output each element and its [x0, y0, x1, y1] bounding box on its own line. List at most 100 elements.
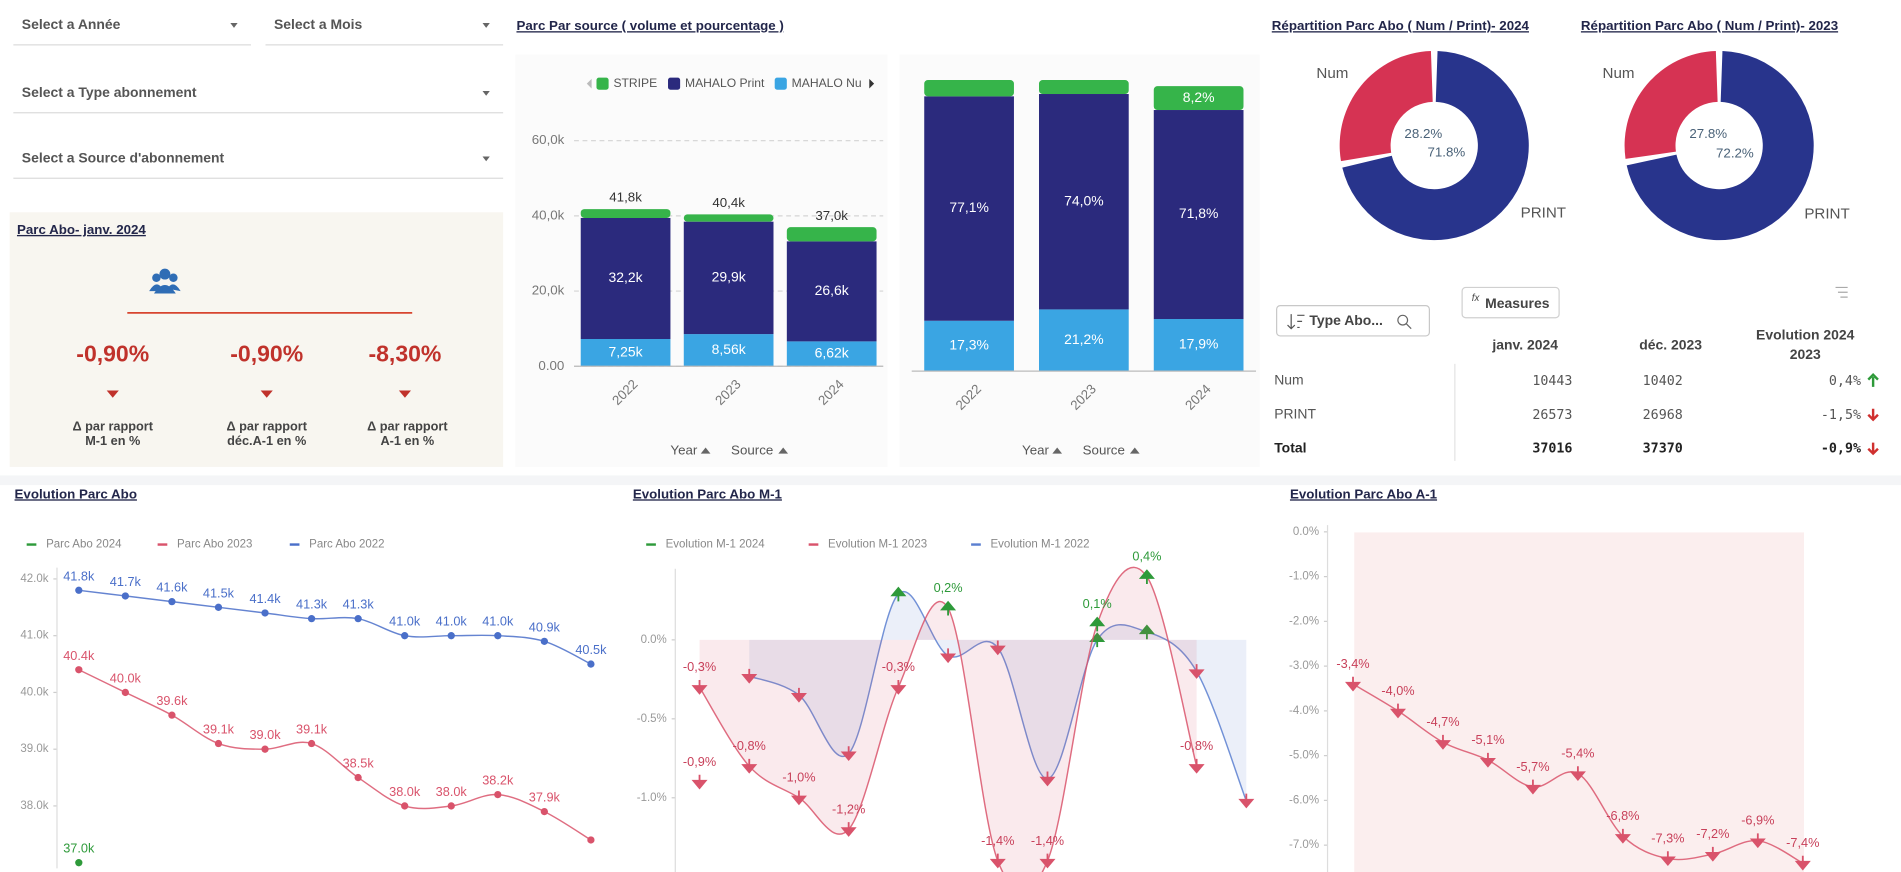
data-label: -7,2% — [1696, 826, 1729, 841]
point — [261, 609, 269, 617]
measures-button[interactable]: fx Measures — [1461, 286, 1560, 319]
data-label: -5,7% — [1516, 759, 1549, 774]
down-arrow — [1704, 846, 1721, 862]
row-label: PRINT — [1274, 405, 1316, 421]
kpi-label: Δ par rapport — [72, 418, 153, 433]
point — [354, 615, 362, 623]
kpi-label: déc.A-1 en % — [227, 433, 306, 448]
bar-segment — [683, 214, 774, 222]
data-label: 77,1% — [949, 199, 989, 215]
y-tick-label: 41.0k — [20, 630, 48, 642]
y-tick-label: -4.0% — [1289, 705, 1319, 717]
y-tick-label: 0.0% — [641, 634, 667, 646]
search-box[interactable]: Type Abo... — [1276, 305, 1430, 337]
up-arrow — [1138, 624, 1155, 640]
point — [75, 859, 83, 867]
data-label: 7,25k — [609, 343, 643, 359]
cell: 0,4% — [1829, 374, 1861, 389]
bar-segment — [786, 341, 877, 367]
dropdown-caret — [482, 23, 490, 28]
legend-scroll[interactable] — [586, 78, 592, 89]
data-label: 39.0k — [249, 727, 281, 742]
chart-title: Répartition Parc Abo ( Num / Print)- 202… — [1581, 18, 1838, 33]
bar-segment — [1153, 86, 1244, 111]
value-label: 71.8% — [1427, 144, 1465, 159]
data-label: 29,9k — [712, 269, 746, 285]
data-label: 40.0k — [110, 670, 142, 685]
donut-slice — [1624, 50, 1718, 159]
y-tick-label: -7.0% — [1289, 839, 1319, 851]
data-label: 39.1k — [203, 722, 235, 737]
y-tick-label: 40,0k — [532, 207, 565, 222]
chart-title: Evolution Parc Abo — [15, 486, 137, 501]
down-arrow — [989, 640, 1006, 656]
point — [168, 711, 176, 719]
data-label: 41.0k — [389, 614, 421, 629]
data-label: 41.0k — [436, 614, 468, 629]
y-tick-label: -0.5% — [637, 713, 667, 725]
column-header: Evolution 2024 — [1756, 327, 1855, 343]
data-label: 8,56k — [712, 341, 746, 357]
data-label: -5,4% — [1561, 745, 1594, 760]
sort-icon[interactable] — [778, 447, 789, 454]
bar-segment — [1039, 80, 1129, 95]
y-tick-label: -5.0% — [1289, 750, 1319, 762]
down-arrow — [1867, 408, 1879, 422]
down-arrow — [1479, 752, 1496, 768]
data-label: 0,1% — [1083, 596, 1112, 611]
data-label: 74,0% — [1064, 192, 1104, 208]
down-arrow — [1867, 442, 1879, 456]
dropdown-caret — [482, 156, 490, 162]
down-arrow — [1188, 664, 1205, 679]
bar-segment — [1153, 319, 1244, 372]
value-label: 27.8% — [1689, 126, 1727, 141]
legend-swatch — [668, 77, 681, 90]
data-label: 26,6k — [815, 282, 849, 298]
bar-segment — [1039, 309, 1129, 372]
data-label: 32,2k — [609, 269, 643, 285]
point — [447, 632, 455, 640]
data-label: -6,8% — [1606, 808, 1639, 823]
area — [749, 591, 1247, 801]
down-arrow — [790, 687, 807, 703]
legend-label: Evolution M-1 2024 — [666, 539, 766, 551]
chart-title: Evolution Parc Abo A-1 — [1290, 486, 1438, 501]
filter-label: Select a Mois — [274, 16, 363, 32]
down-arrow — [1794, 855, 1811, 871]
filter-label: Select a Année — [22, 16, 121, 32]
data-label: 71,8% — [1179, 205, 1219, 221]
chart-title: Parc Par source ( volume et pourcentage … — [516, 18, 783, 33]
legend-scroll[interactable] — [869, 78, 875, 89]
point — [494, 632, 502, 640]
bar-segment — [924, 320, 1014, 372]
data-label: -7,4% — [1786, 835, 1819, 850]
point — [540, 637, 548, 646]
data-label: 41.5k — [203, 585, 235, 600]
column-header: déc. 2023 — [1639, 336, 1702, 352]
y-tick-label: -1.0% — [1289, 571, 1319, 583]
point — [540, 807, 548, 816]
sort-icon[interactable] — [1052, 447, 1063, 454]
bar-segment — [786, 227, 877, 242]
cell: 10443 — [1532, 374, 1572, 389]
chart-title: Répartition Parc Abo ( Num / Print)- 202… — [1272, 18, 1530, 33]
kpi-label: A-1 en % — [381, 433, 435, 448]
line — [698, 566, 1198, 872]
data-label: -0,8% — [733, 738, 766, 753]
data-label: 41.6k — [156, 580, 188, 595]
down-arrow — [1039, 853, 1056, 869]
sort-icon[interactable] — [700, 447, 711, 454]
sort-icon[interactable] — [1129, 447, 1140, 454]
data-label: 38.2k — [482, 773, 514, 788]
down-arrow — [840, 746, 857, 762]
data-label: 37.9k — [529, 790, 561, 805]
kpi-label: M-1 en % — [85, 433, 140, 448]
legend-swatch — [774, 77, 787, 90]
y-tick-label: 38.0k — [20, 800, 48, 812]
down-arrow — [1345, 676, 1362, 692]
bar-segment — [683, 221, 774, 335]
donut-slice — [1626, 50, 1814, 241]
down-arrow — [1389, 703, 1406, 719]
dropdown-caret — [482, 90, 490, 96]
